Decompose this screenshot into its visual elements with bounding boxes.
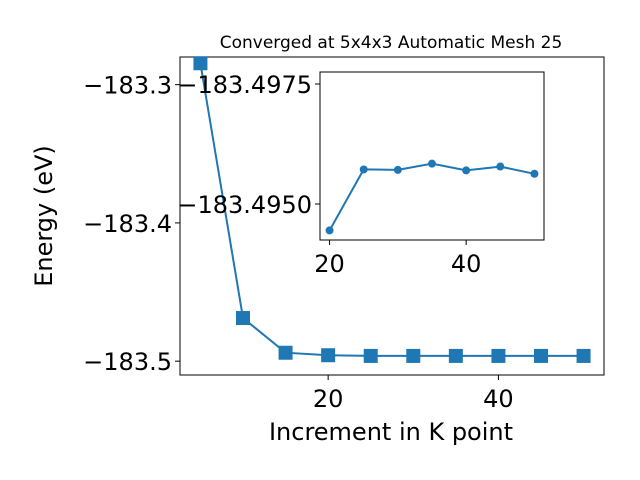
main-data-point [321,348,336,363]
inset-data-point [462,166,471,175]
inset-data-point [359,165,368,174]
main-data-point [533,348,548,363]
main-data-point [193,56,208,71]
main-data-point [363,348,378,363]
main-data-point [236,311,251,326]
main-data-point [576,348,591,363]
y-axis-label: Energy (eV) [30,145,58,287]
main-data-point [448,348,463,363]
main-y-tick-label: −183.4 [83,210,172,238]
main-data-point [491,348,506,363]
main-data-point [278,345,293,360]
main-data-point [406,348,421,363]
inset-data-point [428,159,436,168]
inset-x-tick-label: 20 [314,250,345,278]
inset-data-point [530,169,539,178]
main-y-tick-label: −183.5 [83,348,172,376]
inset-data-point [496,162,505,171]
inset-x-tick-label: 40 [451,250,482,278]
main-x-tick-label: 20 [313,385,344,413]
inset-y-tick-label: −183.4950 [177,191,312,219]
x-axis-label: Increment in K point [269,418,513,446]
inset-panel: 20 40 −183.4975 −183.4950 [177,71,545,278]
main-y-tick-label: −183.3 [83,72,172,100]
main-x-tick-label: 40 [483,385,514,413]
inset-y-tick-label: −183.4975 [177,71,312,99]
main-series-line [199,63,584,357]
inset-data-point [393,165,402,174]
chart-title: Converged at 5x4x3 Automatic Mesh 25 [220,33,563,53]
inset-plot-frame [319,71,545,241]
inset-data-point [325,226,334,235]
